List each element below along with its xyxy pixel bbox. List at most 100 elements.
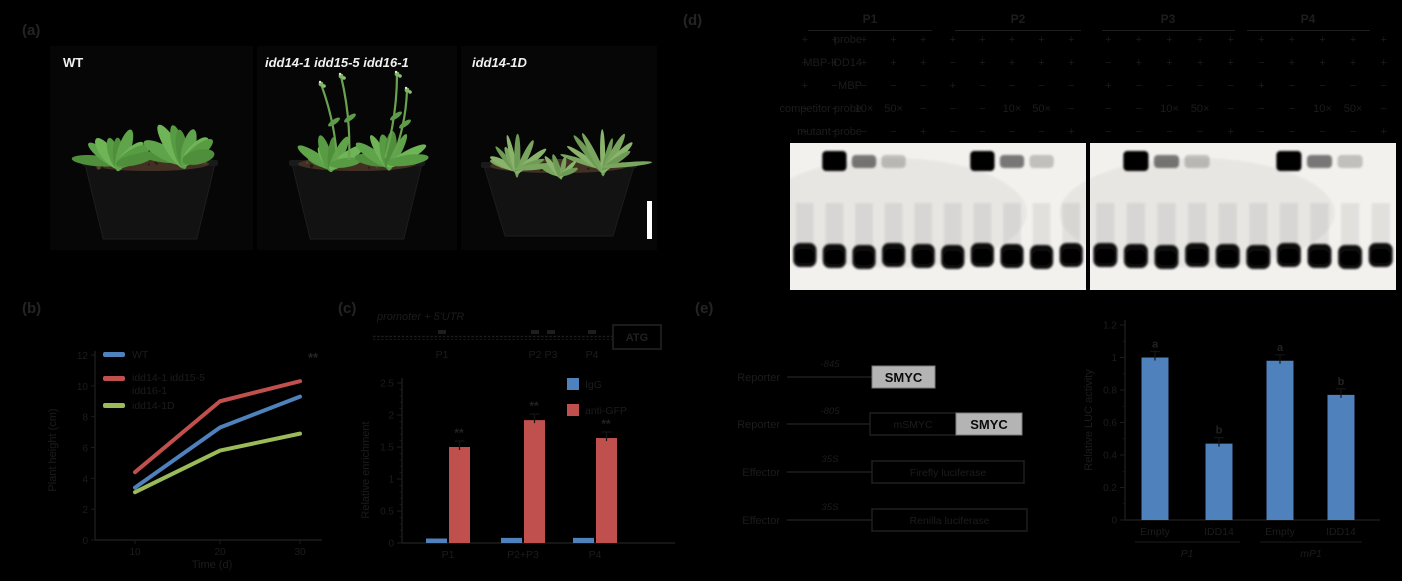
probe-group-underline	[1102, 30, 1235, 31]
x-category-label: IDD14	[1204, 526, 1234, 538]
emsa-lane-mark: +	[801, 80, 809, 92]
emsa-lane-mark: −	[831, 103, 838, 115]
soil-speckle	[155, 162, 158, 165]
emsa-lane-mark: −	[919, 103, 927, 115]
emsa-lane-mark: −	[1319, 126, 1326, 138]
shifted-band	[1276, 151, 1302, 171]
legend-label: IgG	[585, 379, 602, 391]
cauline-leaf	[390, 111, 402, 121]
y-tick-label: 2.5	[380, 379, 394, 390]
emsa-lane-mark: −	[1258, 57, 1265, 69]
construct-coordinate: 35S	[822, 454, 840, 465]
free-probe-band-core	[1340, 251, 1360, 265]
shifted-band	[1029, 155, 1054, 168]
bar-igg	[573, 537, 594, 543]
lane-smear	[1157, 203, 1176, 251]
binding-site-mark	[588, 330, 596, 334]
construct-box-label: Firefly luciferase	[910, 467, 987, 479]
bar-antibody	[596, 438, 617, 543]
x-category-label: P1	[442, 549, 455, 561]
data-line	[133, 394, 302, 490]
cauline-leaf	[328, 117, 340, 127]
free-probe-band-core	[1187, 249, 1207, 263]
probe-group-underline	[955, 30, 1081, 31]
probe-group-underline	[1247, 30, 1370, 31]
construct-box	[871, 460, 1025, 484]
emsa-lane-mark: −	[1227, 80, 1234, 92]
emsa-lane-mark: +	[1166, 57, 1173, 69]
photo-label-triple-mutant: idd14-1 idd15-5 idd16-1	[265, 55, 409, 70]
emsa-lane-mark: +	[919, 126, 927, 138]
emsa-lane-mark: +	[979, 34, 986, 46]
emsa-lane-mark: +	[949, 80, 957, 92]
x-category-label: IDD14	[1326, 526, 1356, 538]
emsa-lane-mark: −	[890, 126, 897, 138]
emsa-lane-mark: +	[860, 57, 868, 69]
emsa-lane-mark: −	[1008, 80, 1016, 92]
y-axis-title: Relative enrichment	[360, 421, 372, 518]
soil-speckle	[376, 166, 378, 169]
emsa-lane-mark: +	[1258, 34, 1265, 46]
emsa-lane-mark: −	[979, 126, 986, 138]
emsa-lane-mark: +	[1067, 34, 1075, 46]
emsa-lane-mark: −	[1038, 80, 1045, 92]
soil-speckle	[309, 164, 314, 168]
data-line	[133, 431, 302, 495]
binding-site-label: P4	[586, 349, 599, 361]
emsa-lane-mark: −	[1349, 80, 1357, 92]
x-category-label: Empty	[1265, 526, 1296, 538]
lane-smear	[1187, 203, 1207, 251]
emsa-lane-mark: +	[1038, 34, 1045, 46]
soil-speckle	[587, 167, 590, 170]
construct-label: Effector	[742, 467, 780, 479]
lane-smear	[1032, 203, 1051, 251]
emsa-lane-mark: −	[1105, 126, 1112, 138]
emsa-lane-mark: +	[1288, 57, 1296, 69]
significance-annotation: **	[601, 417, 611, 431]
y-tick-label: 0.8	[1103, 386, 1117, 397]
construct-box-label: mSMYC	[893, 419, 933, 431]
legend-label: idd14-1 idd15-5	[132, 372, 205, 384]
emsa-lane-mark: +	[1258, 80, 1265, 92]
leaf	[559, 156, 567, 179]
significance-letter: a	[1152, 339, 1159, 351]
cauline-leaf	[399, 119, 411, 129]
bud	[342, 76, 346, 80]
group-label: mP1	[1300, 548, 1322, 560]
emsa-lane-mark: −	[1288, 126, 1296, 138]
emsa-lane-mark: −	[860, 126, 868, 138]
y-tick-label: 0.4	[1103, 451, 1117, 462]
smyc-box-label: SMYC	[885, 370, 923, 385]
panel-c-letter: (c)	[338, 300, 357, 317]
emsa-lane-mark: +	[801, 34, 809, 46]
y-tick-label: 0	[388, 539, 394, 550]
binding-site-label: P1	[436, 349, 449, 361]
emsa-lane-mark: −	[890, 80, 897, 92]
emsa-lane-mark: −	[801, 57, 809, 69]
lane-smear	[1310, 203, 1329, 251]
y-tick-label: 4	[82, 474, 88, 485]
emsa-lane-mark: +	[1038, 57, 1045, 69]
lane-smear	[1096, 203, 1115, 251]
group-label: P1	[1181, 548, 1194, 560]
y-tick-label: 6	[82, 444, 88, 455]
emsa-lane-mark: +	[1380, 34, 1387, 46]
emsa-lane-mark: −	[1288, 80, 1296, 92]
lane-smear	[1126, 203, 1146, 251]
probe-group-header: P2	[1010, 12, 1026, 26]
emsa-lane-mark: −	[1067, 103, 1075, 115]
emsa-lane-mark: −	[1380, 80, 1387, 92]
emsa-lane-mark: +	[890, 34, 897, 46]
shifted-band	[881, 155, 906, 168]
gel-shade	[790, 158, 1027, 268]
shifted-band	[1337, 155, 1363, 168]
construct-label: Reporter	[737, 419, 780, 431]
y-tick-label: 1	[1111, 353, 1117, 364]
y-tick-label: 0	[1111, 516, 1117, 527]
emsa-lane-mark: −	[1319, 80, 1326, 92]
bar-antibody	[524, 420, 545, 543]
bar-igg	[501, 537, 522, 543]
emsa-lane-mark: 10×	[854, 103, 874, 115]
x-tick-label: 20	[214, 547, 226, 558]
legend-label: idd14-1D	[132, 400, 175, 412]
